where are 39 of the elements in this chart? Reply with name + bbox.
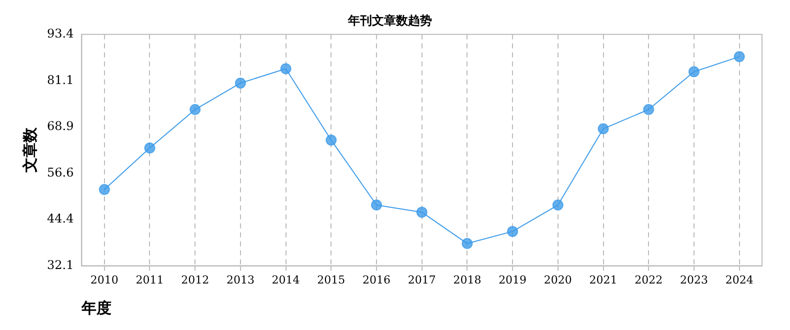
point <box>462 238 473 250</box>
y-axis-title: 文章数 <box>20 126 39 174</box>
point <box>144 142 156 154</box>
x-tick-label: 2022 <box>634 273 663 286</box>
x-axis-title: 年度 <box>80 298 112 317</box>
x-tick-label: 2014 <box>272 273 300 286</box>
y-tick-label: 32.1 <box>47 258 74 272</box>
y-tick-label: 56.6 <box>47 165 74 180</box>
point <box>598 123 609 134</box>
point <box>507 226 518 237</box>
point <box>98 184 110 196</box>
x-tick-label: 2011 <box>136 273 164 286</box>
x-tick-label: 2017 <box>408 273 436 286</box>
point <box>416 206 428 218</box>
y-tick-label: 81.1 <box>47 72 74 87</box>
x-tick-label: 2012 <box>181 273 210 286</box>
point <box>326 134 337 146</box>
x-tick-label: 2010 <box>90 273 118 286</box>
x-tick-label: 2015 <box>317 273 346 286</box>
chart-title: 年刊文章数趋势 <box>347 13 432 28</box>
x-tick-label: 2023 <box>680 273 708 286</box>
point <box>280 63 292 74</box>
x-tick-label: 2020 <box>544 273 572 286</box>
y-tick-label: 44.4 <box>47 211 74 226</box>
x-tick-label: 2024 <box>725 273 754 286</box>
point <box>371 200 382 211</box>
y-tick-label: 93.4 <box>47 26 74 41</box>
x-tick-label: 2019 <box>498 273 527 286</box>
x-tick-label: 2021 <box>589 273 618 286</box>
point <box>643 104 654 116</box>
y-tick-label: 68.9 <box>47 119 74 134</box>
point <box>234 78 246 89</box>
point <box>734 51 745 62</box>
point <box>190 104 201 116</box>
point <box>688 66 700 78</box>
x-tick-label: 2018 <box>453 273 482 286</box>
point <box>552 200 564 211</box>
x-tick-label: 2013 <box>226 273 254 286</box>
x-tick-label: 2016 <box>362 273 391 286</box>
